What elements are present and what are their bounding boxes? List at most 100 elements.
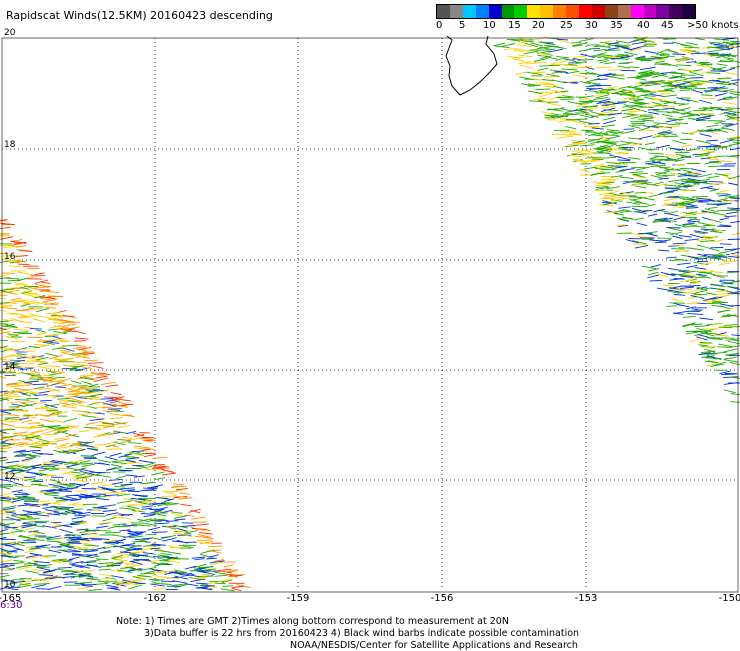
wind-barb [71, 460, 84, 464]
wind-barb [727, 272, 739, 273]
wind-barb [716, 83, 727, 84]
wind-barb [518, 55, 532, 57]
wind-barb [608, 45, 622, 46]
wind-barb [206, 558, 217, 559]
wind-barb [723, 102, 736, 104]
wind-barb [13, 432, 27, 434]
wind-barb [64, 418, 77, 421]
wind-barb [15, 388, 30, 390]
wind-barb [58, 346, 68, 348]
wind-barb [0, 564, 8, 565]
wind-barb [168, 561, 180, 563]
wind-barb [662, 114, 673, 116]
wind-barb [11, 298, 22, 300]
wind-barb [16, 284, 29, 285]
wind-barb [685, 239, 699, 241]
wind-barb [100, 399, 113, 400]
wind-barb [0, 460, 8, 462]
wind-barb [46, 308, 56, 309]
wind-barb [629, 67, 640, 68]
wind-barb [700, 114, 715, 115]
wind-barb [0, 443, 8, 444]
wind-barb [724, 349, 738, 352]
wind-barb [23, 416, 36, 418]
wind-barb [692, 196, 708, 197]
wind-barb [723, 97, 738, 98]
wind-barb [622, 115, 634, 117]
wind-barb [720, 140, 734, 144]
wind-barb [30, 328, 42, 329]
wind-barb [584, 167, 597, 169]
wind-barb [74, 341, 86, 342]
wind-barb [724, 390, 736, 393]
wind-barb [22, 524, 36, 525]
wind-barb [168, 552, 181, 554]
wind-barb [599, 61, 609, 64]
wind-barb [625, 131, 636, 133]
wind-barb [726, 156, 739, 157]
wind-barb [162, 473, 176, 475]
wind-barb [144, 455, 155, 457]
wind-barb [1, 412, 11, 414]
wind-barb [544, 86, 554, 87]
wind-barb [624, 52, 637, 55]
wind-barb [644, 204, 655, 207]
wind-barb [680, 50, 696, 51]
wind-barb [603, 120, 616, 123]
wind-barb [640, 67, 655, 69]
wind-barb [699, 318, 713, 320]
wind-barb [0, 414, 8, 416]
wind-barb [675, 165, 686, 166]
lat-label-18: 18 [4, 140, 15, 150]
wind-barb [215, 583, 226, 584]
wind-barb [715, 335, 727, 336]
wind-barb [717, 310, 730, 312]
wind-barb [51, 427, 64, 428]
wind-barb [718, 195, 731, 196]
wind-barb [693, 88, 706, 89]
wind-barb [672, 236, 682, 238]
wind-barb [639, 107, 653, 108]
wind-barb [6, 461, 20, 463]
wind-barb [80, 376, 94, 377]
wind-barb [687, 313, 703, 314]
wind-barb [636, 78, 646, 80]
wind-barb [730, 402, 740, 403]
wind-barb [691, 78, 704, 79]
wind-barb [635, 193, 646, 194]
wind-barb [128, 443, 140, 444]
wind-barb [660, 56, 675, 57]
wind-barb [658, 176, 668, 177]
wind-barb [52, 339, 65, 340]
wind-barb [719, 306, 729, 309]
wind-barb [196, 583, 208, 584]
wind-barb [695, 268, 706, 270]
wind-barb [59, 403, 71, 405]
wind-barb [698, 345, 708, 346]
wind-barb [45, 334, 60, 336]
wind-barb [699, 100, 712, 104]
wind-barb [602, 157, 616, 158]
wind-barb [81, 543, 93, 545]
wind-barb [706, 125, 718, 127]
wind-barb [71, 381, 82, 384]
wind-barb [730, 41, 740, 42]
wind-barb [45, 366, 61, 367]
wind-barb [0, 420, 8, 422]
wind-barb [10, 531, 22, 532]
wind-barb [32, 539, 45, 540]
wind-barb [732, 340, 740, 342]
wind-barb [686, 332, 697, 334]
wind-barb [24, 415, 36, 416]
wind-barb [96, 530, 111, 531]
wind-barb [86, 579, 101, 581]
wind-barb [689, 338, 702, 342]
wind-barb [598, 134, 608, 135]
wind-barb [606, 136, 621, 139]
wind-barb [153, 575, 168, 577]
wind-barb [535, 89, 550, 90]
wind-barb [92, 452, 105, 455]
wind-barb [66, 543, 81, 544]
wind-barb [57, 399, 69, 400]
wind-barb [713, 81, 726, 82]
